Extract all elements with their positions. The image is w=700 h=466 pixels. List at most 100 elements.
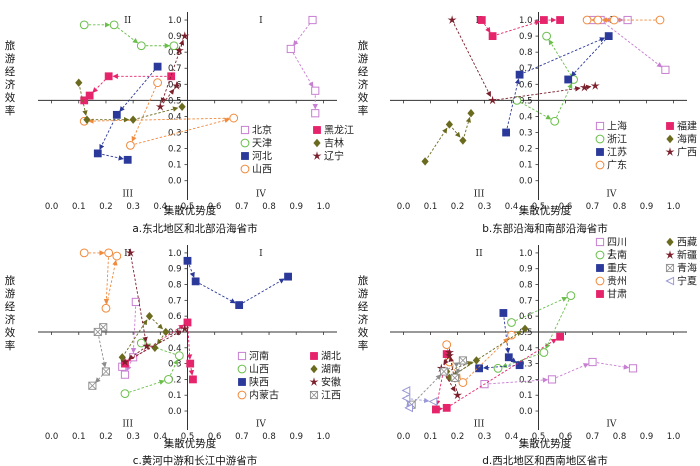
trajectory-arrow [92, 79, 106, 93]
y-tick-label: 0.8 [519, 281, 533, 291]
data-point [450, 373, 459, 382]
data-point [579, 82, 589, 92]
data-point [445, 373, 453, 383]
legend-label: 吉林 [324, 137, 344, 150]
legend-label: 浙江 [607, 134, 627, 146]
x-tick-label: 0.1 [72, 202, 86, 212]
legend-marker [595, 276, 605, 286]
legend-label: 青海 [677, 262, 697, 275]
x-tick-label: 0.4 [505, 432, 519, 442]
data-point [191, 277, 200, 286]
data-point [499, 309, 508, 317]
legend-marker [596, 264, 604, 272]
series-山西 [79, 78, 239, 150]
trajectory-arrow [95, 374, 104, 383]
legend-label: 安徽 [321, 376, 341, 389]
data-point [101, 367, 111, 376]
x-tick-label: 0.6 [208, 202, 222, 212]
legend-label: 重庆 [607, 262, 627, 275]
quadrant-label-I: I [259, 249, 263, 259]
data-point [180, 324, 190, 333]
trajectory-arrow [496, 86, 581, 101]
quadrant-label-II: II [476, 249, 484, 259]
data-point [472, 356, 480, 365]
series-内蒙古 [79, 248, 122, 313]
legend-item-贵州: 贵州 [595, 275, 627, 288]
legend-marker [595, 250, 605, 260]
trajectory-arrow [129, 379, 165, 393]
legend-item-浙江: 浙江 [595, 134, 627, 146]
y-tick-label: 0.2 [519, 145, 533, 155]
trajectory-arrow [496, 20, 541, 36]
data-point [120, 370, 130, 379]
trajectory-arrow [119, 69, 156, 112]
series-北京 [286, 15, 320, 118]
series-江西 [88, 323, 111, 390]
legend-item-广东: 广东 [595, 159, 627, 172]
data-point [590, 81, 600, 90]
x-axis-title: 集散优势度 [519, 437, 572, 450]
y-axis-title: 旅游经济效率 [358, 39, 369, 117]
data-point [512, 95, 522, 105]
legend-marker [241, 152, 249, 160]
legend-label: 福建 [677, 120, 697, 133]
legend-marker [240, 164, 250, 174]
data-point [431, 405, 440, 414]
legend-marker [309, 390, 319, 400]
quadrant-label-II: II [124, 16, 132, 26]
trajectory-arrow [443, 371, 456, 392]
x-axis-title: 集散优势度 [519, 204, 572, 217]
legend-item-湖北: 湖北 [310, 351, 341, 363]
quadrant-label-IV: IV [256, 420, 267, 430]
data-point [79, 20, 89, 30]
data-point [442, 403, 451, 412]
y-tick-label: 0.0 [519, 177, 533, 187]
trajectory-arrow [117, 27, 139, 44]
data-point [401, 386, 411, 395]
y-tick-label: 0.1 [519, 391, 533, 401]
y-tick-label: 0.7 [168, 64, 182, 74]
trajectory-arrow [510, 357, 517, 363]
y-tick-label: 0.4 [168, 112, 182, 122]
data-point [136, 41, 146, 51]
data-point [109, 20, 119, 30]
legend-marker [310, 352, 318, 360]
trajectory-arrow [102, 153, 124, 161]
series-山西 [120, 338, 184, 399]
data-point [120, 389, 130, 399]
x-tick-label: 1.0 [317, 202, 331, 212]
trajectory-arrow [523, 37, 606, 74]
data-point [539, 16, 548, 24]
trajectory-arrow [130, 306, 137, 354]
legend-marker [666, 237, 674, 247]
legend-item-四川: 四川 [595, 238, 627, 249]
legend-label: 河南 [249, 350, 269, 363]
x-tick-label: 0.2 [451, 202, 465, 212]
trajectory-arrow [596, 362, 630, 370]
trajectory-arrow [482, 364, 516, 371]
legend-label: 陕西 [249, 376, 269, 389]
data-point [311, 109, 320, 118]
legend-item-甘肃: 甘肃 [596, 288, 627, 301]
trajectory-arrow [130, 257, 148, 343]
legend-marker [312, 151, 322, 160]
x-tick-label: 0.4 [154, 202, 168, 212]
data-point [444, 350, 454, 360]
legend-marker [595, 121, 605, 131]
trajectory-arrow [414, 374, 442, 402]
legend-label: 四川 [607, 238, 627, 249]
series-辽宁 [155, 31, 190, 111]
series-宁夏 [401, 386, 438, 413]
trajectory-arrow [99, 118, 116, 150]
data-point [186, 359, 195, 368]
data-point [112, 251, 122, 261]
data-point [93, 327, 102, 337]
data-point [172, 81, 182, 90]
data-point [628, 364, 638, 373]
trajectory-arrow [451, 127, 461, 138]
y-tick-label: 0.5 [168, 96, 182, 106]
legend-marker [665, 250, 675, 259]
x-axis-title: 集散优势度 [164, 437, 217, 450]
trajectory-arrow [188, 367, 195, 376]
